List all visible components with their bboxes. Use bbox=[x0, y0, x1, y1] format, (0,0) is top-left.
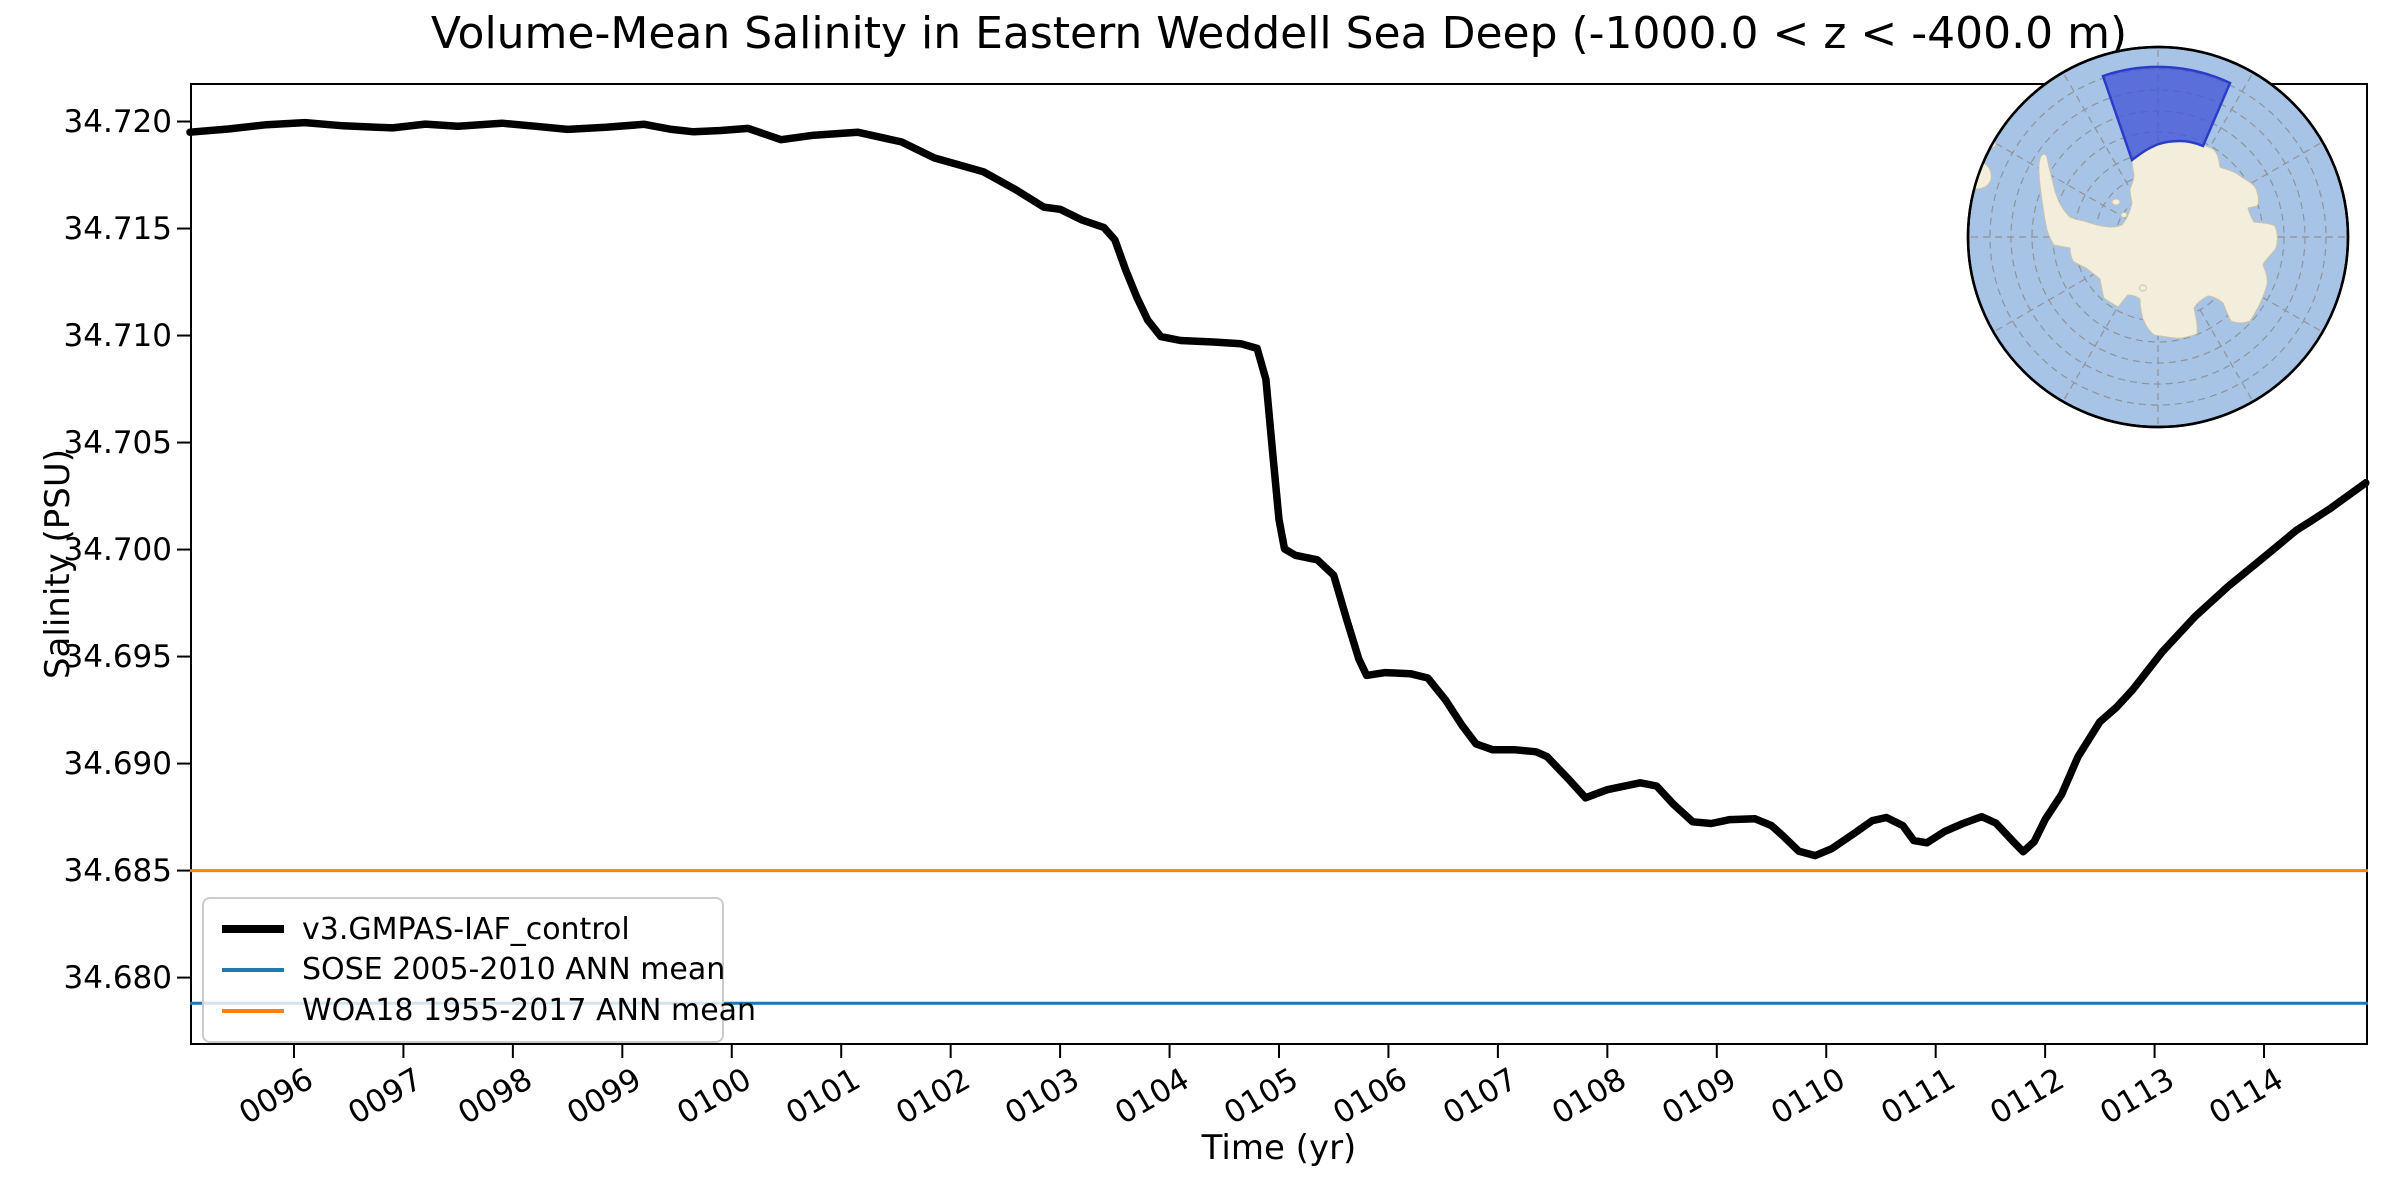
x-tick-label: 0102 bbox=[889, 1061, 977, 1132]
legend-label: WOA18 1955-2017 ANN mean bbox=[302, 993, 757, 1029]
legend-label: v3.GMPAS-IAF_control bbox=[302, 911, 630, 947]
y-tick-label: 34.710 bbox=[63, 317, 172, 354]
y-tick-label: 34.690 bbox=[63, 745, 172, 782]
legend-line-sample bbox=[222, 925, 284, 934]
legend-label: SOSE 2005-2010 ANN mean bbox=[302, 952, 726, 988]
meridian-line bbox=[1993, 236, 2159, 333]
meridian-line bbox=[2157, 141, 2323, 238]
x-tick-label: 0096 bbox=[233, 1061, 320, 1132]
legend-line-sample bbox=[222, 967, 284, 972]
tick-marks bbox=[177, 120, 2266, 1058]
x-tick-label: 0103 bbox=[999, 1061, 1086, 1132]
x-tick-label: 0101 bbox=[780, 1061, 867, 1132]
legend-entry: v3.GMPAS-IAF_control bbox=[222, 909, 704, 949]
y-tick-label: 34.680 bbox=[63, 959, 172, 996]
data-series bbox=[186, 118, 2370, 860]
x-tick-label: 0099 bbox=[561, 1061, 648, 1132]
x-tick-label: 0100 bbox=[670, 1061, 758, 1132]
x-tick-label: 0111 bbox=[1874, 1061, 1962, 1132]
x-tick-label: 0098 bbox=[452, 1061, 539, 1132]
meridian-line bbox=[2157, 72, 2254, 238]
y-tick-label: 34.685 bbox=[63, 852, 172, 889]
y-tick-label: 34.720 bbox=[63, 103, 172, 140]
legend: v3.GMPAS-IAF_control SOSE 2005-2010 ANN m… bbox=[202, 897, 756, 1043]
island bbox=[2111, 198, 2121, 206]
x-tick-label: 0114 bbox=[2203, 1061, 2290, 1132]
map-globe-border bbox=[1966, 45, 2350, 429]
legend-entry: WOA18 1955-2017 ANN mean bbox=[222, 991, 756, 1031]
legend-line-sample bbox=[222, 1008, 284, 1013]
x-tick-label: 0109 bbox=[1655, 1061, 1743, 1132]
series-line-v3-gmpas-iaf-control bbox=[186, 118, 2370, 860]
meridian-line bbox=[1993, 141, 2159, 238]
antarctica-mainland bbox=[2038, 140, 2278, 339]
meridian-line bbox=[2157, 236, 2323, 333]
meridian-line bbox=[2062, 72, 2159, 238]
island bbox=[2139, 284, 2147, 292]
meridian-line bbox=[2157, 236, 2254, 402]
island bbox=[2120, 212, 2128, 218]
x-tick-label: 0104 bbox=[1108, 1061, 1196, 1132]
legend-entry: SOSE 2005-2010 ANN mean bbox=[222, 950, 725, 990]
x-tick-label: 0108 bbox=[1546, 1061, 1633, 1132]
x-axis-label: Time (yr) bbox=[1201, 1128, 1357, 1168]
y-tick-label: 34.705 bbox=[63, 424, 172, 461]
x-tick-label: 0110 bbox=[1765, 1061, 1852, 1132]
x-tick-label: 0097 bbox=[342, 1061, 429, 1132]
x-tick-label: 0112 bbox=[1984, 1061, 2071, 1132]
antarctica-inset-map bbox=[1966, 45, 2350, 429]
chart-title: Volume-Mean Salinity in Eastern Weddell … bbox=[430, 8, 2128, 59]
x-tick-label: 0107 bbox=[1437, 1061, 1524, 1132]
highlighted-region-wedge bbox=[2101, 65, 2232, 163]
meridian-line bbox=[2062, 236, 2159, 402]
y-tick-label: 34.700 bbox=[63, 531, 172, 568]
x-tick-label: 0113 bbox=[2093, 1061, 2181, 1132]
y-tick-label: 34.695 bbox=[63, 638, 172, 675]
x-tick-label: 0106 bbox=[1327, 1061, 1414, 1132]
y-tick-label: 34.715 bbox=[63, 210, 172, 247]
axes-spines bbox=[190, 83, 2368, 1045]
x-tick-label: 0105 bbox=[1218, 1061, 1305, 1132]
